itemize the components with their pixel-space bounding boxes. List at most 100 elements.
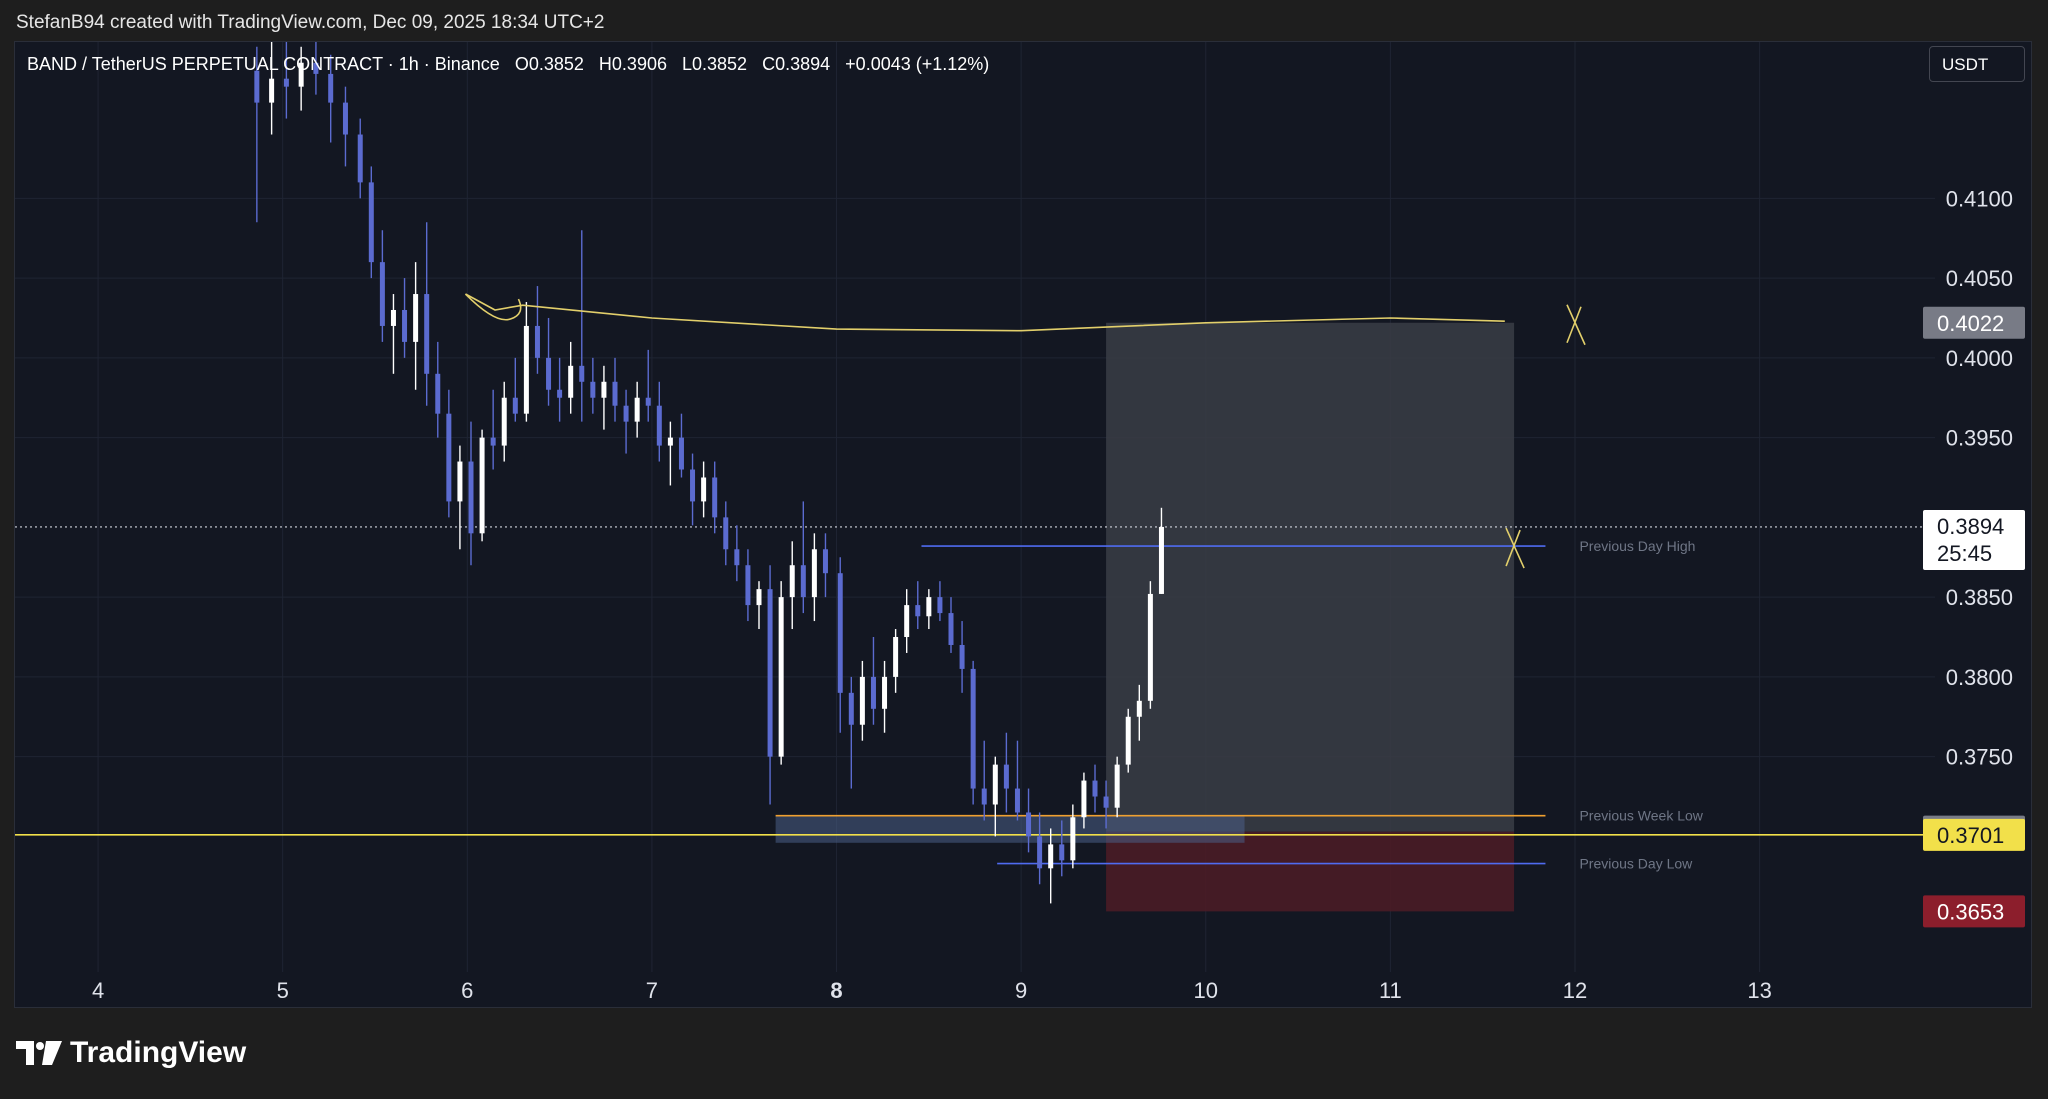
candle-up — [634, 381, 640, 438]
candle-body — [1147, 593, 1153, 701]
candle-body — [490, 437, 496, 446]
price-label-box — [1923, 895, 2025, 928]
candle-body — [1092, 780, 1098, 797]
candle-body — [402, 309, 408, 342]
price-tick-label: 0.3850 — [1946, 585, 2013, 610]
candle-down — [723, 501, 729, 566]
candle-up — [926, 589, 932, 630]
candle-body — [970, 668, 976, 789]
candle-body — [479, 437, 485, 534]
candle-down — [948, 597, 954, 653]
candle-body — [1059, 844, 1065, 861]
x-mark-drawing — [1566, 304, 1586, 346]
price-label-value: 0.3894 — [1937, 514, 2004, 539]
candle-body — [435, 373, 441, 414]
candle-down — [712, 461, 718, 534]
candle-up — [1114, 756, 1120, 818]
time-tick-label: 5 — [277, 978, 289, 1003]
candle-body — [645, 397, 651, 406]
candle-body — [893, 637, 899, 677]
candle-up — [893, 629, 899, 693]
candle-body — [413, 294, 419, 342]
candle-down — [656, 381, 662, 462]
candle-body — [534, 325, 540, 358]
candle-body — [568, 365, 574, 398]
candle-body — [837, 573, 843, 693]
candle-down — [870, 637, 876, 725]
candle-down — [402, 278, 408, 358]
candle-up — [859, 660, 865, 741]
candle-down — [254, 46, 260, 223]
candle-down — [328, 54, 334, 143]
price-tick-label: 0.3800 — [1946, 665, 2013, 690]
candle-down — [512, 357, 518, 422]
candle-down — [1103, 780, 1109, 829]
price-label-box — [1923, 306, 2025, 339]
time-tick-label: 8 — [830, 978, 842, 1003]
candle-down — [579, 230, 585, 422]
candle-body — [1114, 764, 1120, 808]
candle-up — [811, 533, 817, 622]
candle-body — [457, 461, 463, 502]
candle-body — [523, 325, 529, 414]
candle-down — [313, 42, 319, 95]
currency-selector[interactable]: USDT — [1929, 46, 2025, 82]
entry-zone — [775, 815, 1245, 843]
candle-body — [859, 676, 865, 725]
chart-panel[interactable]: Previous Day High Previous Week Low Previo… — [14, 41, 2032, 1008]
drawings — [464, 293, 1586, 569]
candle-up — [756, 581, 762, 630]
candle-down — [734, 525, 740, 582]
candle-down — [745, 549, 751, 622]
candle-body — [1037, 836, 1043, 869]
price-label-box — [1923, 818, 2025, 851]
candle-up — [1070, 804, 1076, 869]
candle-down — [937, 581, 943, 622]
candle-body — [379, 262, 385, 326]
target-zone — [1106, 322, 1515, 832]
candle-up — [667, 421, 673, 486]
time-tick-label: 13 — [1747, 978, 1771, 1003]
ohlc-close: C0.3894 — [762, 54, 831, 74]
candle-body — [269, 78, 275, 103]
candle-body — [882, 676, 888, 709]
candle-down — [1014, 740, 1020, 821]
bar-countdown: 25:45 — [1937, 541, 1992, 566]
candle-body — [634, 397, 640, 422]
candle-body — [1103, 796, 1109, 808]
candle-body — [848, 692, 854, 725]
candle-body — [756, 589, 762, 606]
candle-up — [479, 429, 485, 542]
price-label-value: 0.3653 — [1937, 899, 2004, 924]
price-label-support: 0.3701 — [1923, 818, 2025, 851]
candle-up — [269, 42, 275, 135]
time-tick-label: 4 — [92, 978, 104, 1003]
candle-body — [789, 565, 795, 598]
candle-body — [368, 182, 374, 263]
time-tick-label: 9 — [1015, 978, 1027, 1003]
candle-down — [368, 166, 374, 279]
candle-up — [904, 589, 910, 653]
level-label: Previous Week Low — [1579, 808, 1703, 824]
price-tick-label: 0.4000 — [1946, 346, 2013, 371]
candle-down — [915, 581, 921, 630]
candle-body — [723, 517, 729, 550]
time-tick-label: 6 — [461, 978, 473, 1003]
symbol-title[interactable]: BAND / TetherUS PERPETUAL CONTRACT · 1h … — [27, 54, 500, 74]
candle-body — [446, 413, 452, 502]
candlestick-chart[interactable]: Previous Day High Previous Week Low Previo… — [15, 42, 2031, 1007]
candle-body — [1070, 817, 1076, 861]
time-tick-label: 10 — [1194, 978, 1218, 1003]
price-axis: 0.4100 0.4050 0.4000 0.3950 0.3850 0.3800 0.37… — [1923, 186, 2025, 928]
candle-body — [690, 469, 696, 502]
candle-up — [1147, 581, 1153, 709]
candle-body — [390, 309, 396, 326]
time-axis: 4 5 6 7 8 9 10 11 12 13 — [92, 978, 1772, 1003]
candle-up — [501, 381, 507, 462]
candle-down — [283, 42, 289, 119]
candle-body — [313, 62, 319, 74]
ohlc-change: +0.0043 (+1.12%) — [845, 54, 990, 74]
position-zones — [775, 322, 1515, 912]
candle-body — [468, 461, 474, 534]
price-tick-label: 0.4100 — [1946, 186, 2013, 211]
